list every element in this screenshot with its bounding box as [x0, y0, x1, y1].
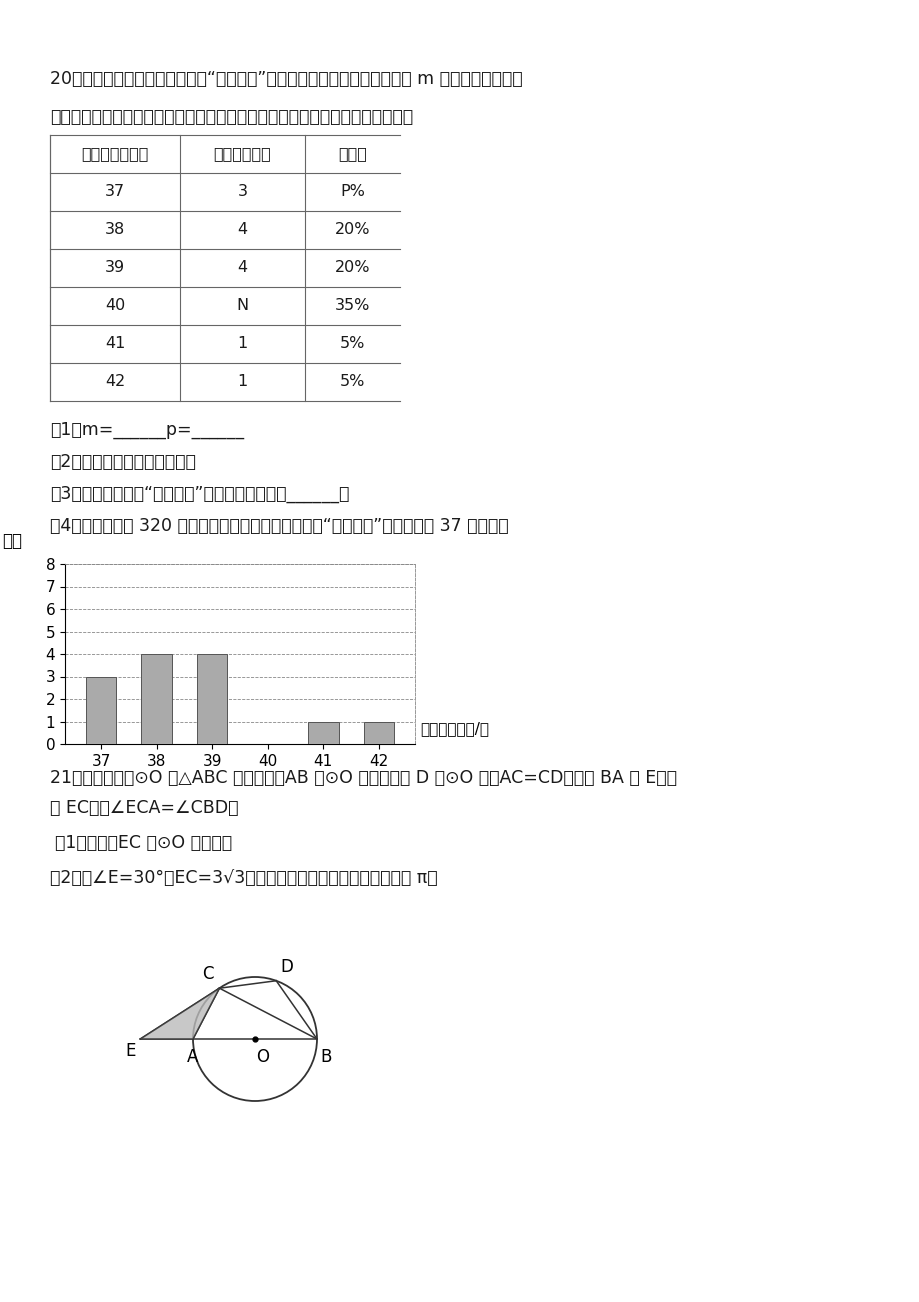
Bar: [85, 677, 117, 743]
Text: C: C: [201, 965, 213, 983]
Text: 41: 41: [105, 336, 125, 352]
Bar: [308, 721, 338, 743]
Text: 1: 1: [237, 336, 247, 352]
Text: 21．如图，已知⊙O 是△ABC 的外接圆，AB 是⊙O 的直径，点 D 在⊙O 上，AC=CD，延长 BA 到 E，连: 21．如图，已知⊙O 是△ABC 的外接圆，AB 是⊙O 的直径，点 D 在⊙O…: [50, 769, 676, 786]
Text: 仰卧起坐数量/个: 仰卧起坐数量/个: [420, 721, 489, 736]
Text: 20%: 20%: [335, 223, 369, 237]
Text: （2）若∠E=30°，EC=3√3，求图中阴影部分的面积（结果保留 π）: （2）若∠E=30°，EC=3√3，求图中阴影部分的面积（结果保留 π）: [50, 868, 437, 887]
Text: （1）m=______p=______: （1）m=______p=______: [50, 421, 244, 439]
Text: 学生数（名）: 学生数（名）: [213, 147, 271, 161]
Text: 20．某校为了解本校九年级女生“仰卧起坐”的训练情况，随机抽查了该年级 m 名女生进行测试，: 20．某校为了解本校九年级女生“仰卧起坐”的训练情况，随机抽查了该年级 m 名女…: [50, 70, 522, 89]
Bar: [142, 654, 172, 743]
Text: 3: 3: [237, 185, 247, 199]
Text: 1: 1: [237, 375, 247, 389]
Bar: [197, 654, 227, 743]
Text: 测试成绩（个）: 测试成绩（个）: [81, 147, 149, 161]
Text: B: B: [320, 1048, 331, 1065]
Text: 5%: 5%: [339, 336, 365, 352]
Text: P%: P%: [340, 185, 365, 199]
Text: 20%: 20%: [335, 260, 369, 276]
Text: （1）求证：EC 是⊙O 的切线；: （1）求证：EC 是⊙O 的切线；: [55, 835, 232, 852]
Text: 35%: 35%: [335, 298, 369, 314]
Text: 4: 4: [237, 260, 247, 276]
Text: 5%: 5%: [339, 375, 365, 389]
Text: （3）被抽取的女生“仰卧起坐”测试成绩的众数是______；: （3）被抽取的女生“仰卧起坐”测试成绩的众数是______；: [50, 486, 349, 503]
Text: 接 EC，且∠ECA=∠CBD．: 接 EC，且∠ECA=∠CBD．: [50, 799, 238, 816]
Text: （2）补全上面的条形统计图；: （2）补全上面的条形统计图；: [50, 453, 196, 471]
Text: 并按测试成绩绨制出以下两幅不完整的统计表，请根据图中的信息解答下列问题: 并按测试成绩绨制出以下两幅不完整的统计表，请根据图中的信息解答下列问题: [50, 108, 413, 126]
Text: （4）若该年级有 320 名女生，请你估计该年级女生中“仰卧起坐”测试成绩为 37 的人数．: （4）若该年级有 320 名女生，请你估计该年级女生中“仰卧起坐”测试成绩为 3…: [50, 517, 508, 535]
Text: D: D: [280, 958, 293, 976]
Text: E: E: [125, 1042, 135, 1060]
Text: 37: 37: [105, 185, 125, 199]
Text: 4: 4: [237, 223, 247, 237]
Text: A: A: [187, 1048, 199, 1065]
Text: N: N: [236, 298, 248, 314]
Text: 40: 40: [105, 298, 125, 314]
Text: O: O: [255, 1048, 268, 1065]
Text: 39: 39: [105, 260, 125, 276]
Text: 38: 38: [105, 223, 125, 237]
Text: 人数: 人数: [2, 531, 22, 549]
Polygon shape: [140, 988, 220, 1039]
Bar: [363, 721, 393, 743]
Text: 百分比: 百分比: [337, 147, 367, 161]
Text: 42: 42: [105, 375, 125, 389]
